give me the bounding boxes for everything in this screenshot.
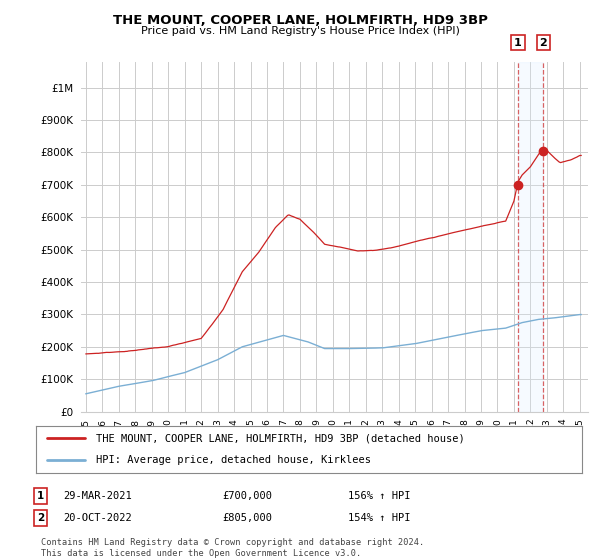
Text: 1: 1 <box>514 38 522 48</box>
Text: Price paid vs. HM Land Registry's House Price Index (HPI): Price paid vs. HM Land Registry's House … <box>140 26 460 36</box>
Text: THE MOUNT, COOPER LANE, HOLMFIRTH, HD9 3BP: THE MOUNT, COOPER LANE, HOLMFIRTH, HD9 3… <box>113 14 487 27</box>
Text: 156% ↑ HPI: 156% ↑ HPI <box>348 491 410 501</box>
Text: 29-MAR-2021: 29-MAR-2021 <box>63 491 132 501</box>
Text: £700,000: £700,000 <box>222 491 272 501</box>
Text: 20-OCT-2022: 20-OCT-2022 <box>63 513 132 523</box>
Text: 2: 2 <box>37 513 44 523</box>
Text: £805,000: £805,000 <box>222 513 272 523</box>
Text: This data is licensed under the Open Government Licence v3.0.: This data is licensed under the Open Gov… <box>41 549 361 558</box>
Text: HPI: Average price, detached house, Kirklees: HPI: Average price, detached house, Kirk… <box>96 455 371 465</box>
Text: Contains HM Land Registry data © Crown copyright and database right 2024.: Contains HM Land Registry data © Crown c… <box>41 538 424 547</box>
Text: THE MOUNT, COOPER LANE, HOLMFIRTH, HD9 3BP (detached house): THE MOUNT, COOPER LANE, HOLMFIRTH, HD9 3… <box>96 433 465 444</box>
Text: 1: 1 <box>37 491 44 501</box>
Text: 154% ↑ HPI: 154% ↑ HPI <box>348 513 410 523</box>
Text: 2: 2 <box>539 38 547 48</box>
Bar <box>518 62 544 412</box>
